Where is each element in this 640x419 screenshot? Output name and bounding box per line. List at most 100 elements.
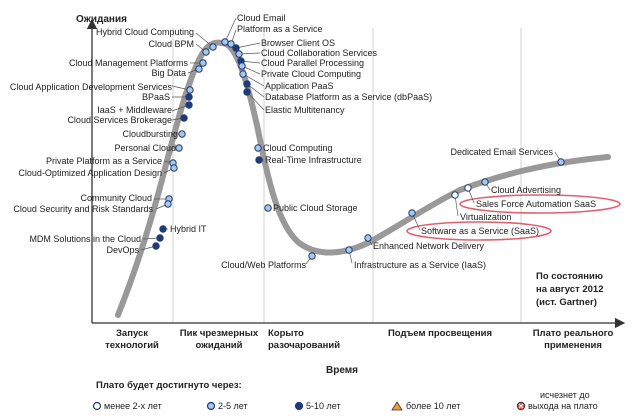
tech-label: Application PaaS — [265, 81, 334, 91]
tech-label: Cloud Email — [237, 13, 286, 23]
tech-marker-cloud-management-platforms — [199, 59, 207, 67]
y-axis-title: Ожидания — [76, 14, 127, 25]
tech-marker-paas — [227, 40, 235, 48]
tech-marker-cloud-collab-services — [235, 50, 243, 58]
svg-text:на август 2012: на август 2012 — [536, 284, 604, 295]
phase-peak: Пик чрезмерных — [180, 328, 259, 339]
highlight-ellipse-sfa-saas — [459, 194, 621, 214]
phase-peak-line2: ожиданий — [196, 340, 243, 351]
tech-label: Big Data — [151, 68, 186, 78]
tech-marker-elastic-multitenancy — [243, 88, 251, 96]
tech-label: Private Platform as a Service — [46, 156, 162, 166]
tech-marker-public-cloud-storage — [264, 204, 272, 212]
technology-labels: Hybrid Cloud Computing Cloud BPM Cloud M… — [10, 13, 596, 270]
tech-label: Cloud Advertising — [491, 185, 561, 195]
tech-marker-personal-cloud — [175, 144, 183, 152]
hype-curve — [115, 39, 611, 318]
tech-label: Enhanced Network Delivery — [373, 241, 485, 251]
phase-plateau: Плато реального — [533, 328, 614, 339]
tech-label: BPaaS — [142, 92, 170, 102]
tech-label: Elastic Multitenancy — [265, 105, 345, 115]
tech-label: Cloud-Optimized Application Design — [18, 168, 162, 178]
tech-label: Cloud Services Brokerage — [67, 115, 172, 125]
tech-marker-real-time-infrastructure — [255, 156, 263, 164]
tech-label: Private Cloud Computing — [261, 69, 361, 79]
highlight-ellipse-saas — [406, 221, 552, 241]
phase-trough: Корыто — [268, 328, 304, 339]
tech-label: Cloud Parallel Processing — [261, 58, 364, 68]
tech-marker-bpaas — [185, 93, 193, 101]
legend-marker-2-5 — [206, 401, 216, 411]
legend-marker-5-10 — [294, 401, 304, 411]
technology-markers — [152, 38, 565, 260]
svg-text:По состоянию: По состоянию — [536, 271, 603, 282]
tech-label: Public Cloud Storage — [273, 203, 358, 213]
legend-label-obsolete: исчезнет до — [540, 390, 590, 400]
legend-title: Плато будет достигнуто через: — [96, 380, 242, 391]
legend-label-lt2: менее 2-х лет — [104, 401, 162, 411]
tech-label: Cloud Collaboration Services — [261, 48, 378, 58]
tech-label: IaaS + Middleware — [97, 105, 172, 115]
tech-label: Browser Client OS — [261, 38, 335, 48]
tech-label: Database Platform as a Service (dbPaaS) — [265, 92, 432, 102]
tech-label: DevOps — [106, 245, 139, 255]
tech-marker-cloud-app-dev-services — [186, 86, 194, 94]
phase-trigger-line2: технологий — [105, 340, 159, 351]
svg-text:(ист. Gartner): (ист. Gartner) — [536, 297, 597, 308]
tech-label: Cloud/Web Platforms — [221, 260, 306, 270]
tech-marker-enhanced-network-delivery — [364, 234, 372, 242]
tech-marker-cloud-services-brokerage — [180, 114, 188, 122]
phase-labels: Запуск технологий Пик чрезмерных ожидани… — [105, 328, 613, 351]
phase-trough-line2: разочарований — [268, 340, 340, 351]
legend-label-2-5: 2-5 лет — [218, 401, 248, 411]
tech-label: Cloud BPM — [148, 39, 194, 49]
tech-label: Dedicated Email Services — [450, 147, 553, 157]
tech-marker-dbpaas — [243, 80, 251, 88]
legend: Плато будет достигнуто через: менее 2-х … — [92, 380, 598, 411]
tech-label: Cloud Application Development Services — [10, 82, 173, 92]
tech-marker-cloud-advertising — [481, 178, 489, 186]
phase-gridlines — [172, 28, 522, 323]
tech-label: Cloudbursting — [122, 129, 178, 139]
tech-label: Personal Cloud — [114, 143, 176, 153]
tech-marker-iaas-middleware — [185, 101, 193, 109]
tech-label: Hybrid Cloud Computing — [96, 27, 194, 37]
tech-marker-browser-client-os — [232, 44, 240, 52]
tech-label: Hybrid IT — [170, 224, 207, 234]
tech-marker-mdm-cloud — [156, 234, 164, 242]
tech-marker-big-data — [195, 65, 203, 73]
tech-label: Virtualization — [460, 212, 511, 222]
legend-label-obsolete-line2: выхода на плато — [528, 401, 598, 411]
tech-marker-dedicated-email — [557, 158, 565, 166]
tech-label: Infrastructure as a Service (IaaS) — [354, 260, 486, 270]
tech-label: Platform as a Service — [237, 24, 323, 34]
tech-marker-cloud-security-risk — [164, 200, 172, 208]
tech-label: Real-Time Infrastructure — [265, 155, 362, 165]
tech-marker-iaas — [345, 246, 353, 254]
tech-marker-virtualization — [451, 191, 459, 199]
tech-marker-cloud-computing — [254, 144, 262, 152]
phase-trigger: Запуск — [116, 328, 148, 339]
tech-label: MDM Solutions in the Cloud — [29, 234, 141, 244]
tech-label: Software as a Service (SaaS) — [421, 226, 539, 236]
tech-marker-hybrid-it — [159, 225, 167, 233]
tech-marker-cloud-bpm — [202, 48, 210, 56]
legend-marker-gt10 — [391, 401, 403, 411]
legend-label-5-10: 5-10 лет — [306, 401, 341, 411]
source-note: По состоянию на август 2012 (ист. Gartne… — [536, 271, 604, 308]
tech-marker-cloud-web-platforms — [308, 252, 316, 260]
tech-marker-cloud-email — [221, 38, 229, 46]
legend-marker-lt2 — [92, 401, 102, 411]
tech-marker-private-cloud-computing — [238, 62, 246, 70]
tech-label: Cloud Management Platforms — [69, 58, 189, 68]
tech-label: Sales Force Automation SaaS — [476, 199, 596, 209]
phase-plateau-line2: применения — [544, 340, 602, 351]
tech-marker-hybrid-cloud-computing — [209, 43, 217, 51]
tech-marker-application-paas — [239, 70, 247, 78]
tech-label: Cloud Security and Risk Standards — [13, 204, 153, 214]
phase-slope: Подъем просвещения — [388, 328, 492, 339]
legend-label-gt10: более 10 лет — [406, 401, 460, 411]
tech-marker-devops — [152, 242, 160, 250]
x-axis-title: Время — [326, 365, 358, 376]
tech-marker-cloudbursting — [178, 130, 186, 138]
